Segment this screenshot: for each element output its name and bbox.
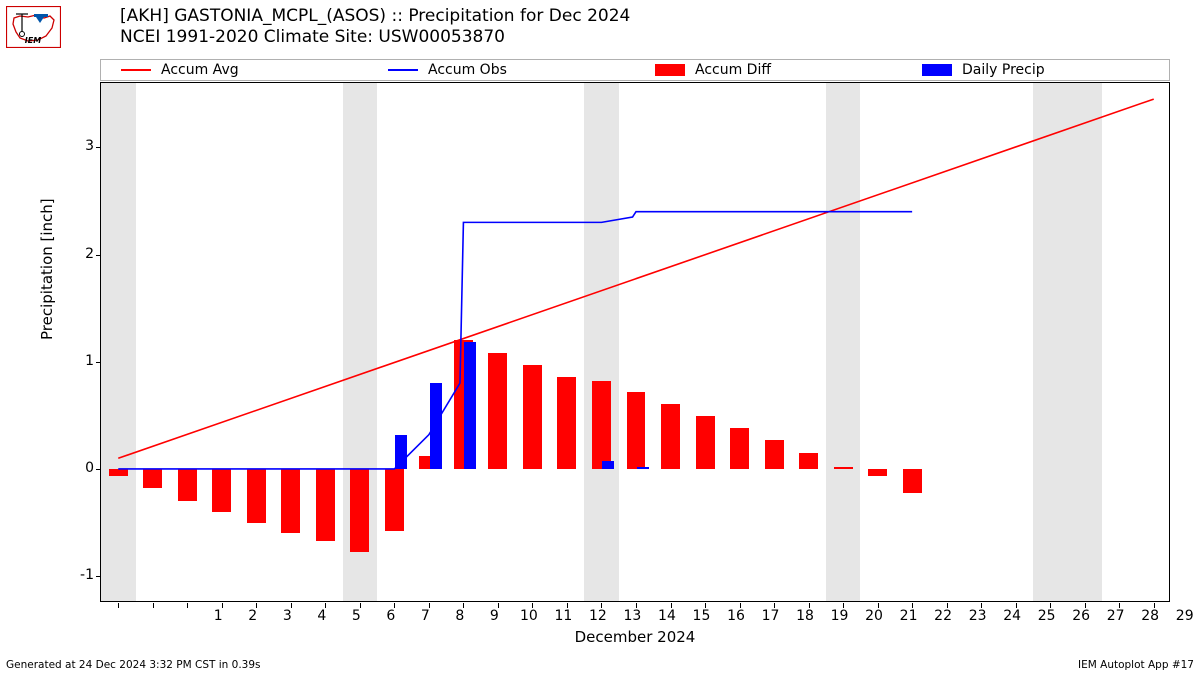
title-line1: [AKH] GASTONIA_MCPL_(ASOS) :: Precipitat…	[120, 6, 630, 27]
xtick-label: 25	[1038, 608, 1056, 624]
ytick-label: 3	[54, 138, 94, 154]
ytick-label: 2	[54, 246, 94, 262]
xtick-label: 10	[520, 608, 538, 624]
legend-accum-avg: Accum Avg	[101, 62, 368, 78]
chart-title: [AKH] GASTONIA_MCPL_(ASOS) :: Precipitat…	[120, 6, 630, 49]
xtick-label: 13	[624, 608, 642, 624]
xtick-label: 20	[865, 608, 883, 624]
xtick-label: 4	[317, 608, 326, 624]
accum-obs-line	[118, 212, 912, 469]
ytick-label: 0	[54, 460, 94, 476]
footer-generated: Generated at 24 Dec 2024 3:32 PM CST in …	[6, 659, 261, 671]
y-axis-label: Precipitation [inch]	[38, 198, 56, 340]
footer-app: IEM Autoplot App #17	[1078, 659, 1194, 671]
x-axis-label: December 2024	[100, 628, 1170, 646]
xtick-label: 19	[831, 608, 849, 624]
legend-accum-diff: Accum Diff	[635, 62, 902, 78]
xtick-label: 21	[900, 608, 918, 624]
xtick-label: 14	[658, 608, 676, 624]
xtick-label: 1	[214, 608, 223, 624]
ytick-label: -1	[54, 567, 94, 583]
xtick-label: 29	[1176, 608, 1194, 624]
xtick-label: 11	[554, 608, 572, 624]
xtick-label: 28	[1141, 608, 1159, 624]
xtick-label: 17	[762, 608, 780, 624]
xtick-label: 2	[248, 608, 257, 624]
lines-layer	[101, 83, 1171, 603]
xtick-label: 12	[589, 608, 607, 624]
xtick-label: 6	[386, 608, 395, 624]
legend-daily-precip: Daily Precip	[902, 62, 1169, 78]
xtick-label: 27	[1107, 608, 1125, 624]
ytick-label: 1	[54, 353, 94, 369]
iem-logo: IEM	[6, 6, 61, 48]
legend-accum-obs: Accum Obs	[368, 62, 635, 78]
xtick-label: 3	[283, 608, 292, 624]
title-line2: NCEI 1991-2020 Climate Site: USW00053870	[120, 27, 630, 48]
xtick-label: 22	[934, 608, 952, 624]
svg-text:IEM: IEM	[25, 36, 41, 45]
xtick-label: 24	[1003, 608, 1021, 624]
xtick-label: 8	[455, 608, 464, 624]
xtick-label: 26	[1072, 608, 1090, 624]
xtick-label: 7	[421, 608, 430, 624]
legend: Accum Avg Accum Obs Accum Diff Daily Pre…	[100, 59, 1170, 81]
plot-area: 1234567891011121314151617181920212223242…	[100, 82, 1170, 602]
xtick-label: 15	[693, 608, 711, 624]
xtick-label: 9	[490, 608, 499, 624]
xtick-label: 23	[969, 608, 987, 624]
accum-avg-line	[118, 99, 1153, 458]
xtick-label: 18	[796, 608, 814, 624]
xtick-label: 5	[352, 608, 361, 624]
xtick-label: 16	[727, 608, 745, 624]
